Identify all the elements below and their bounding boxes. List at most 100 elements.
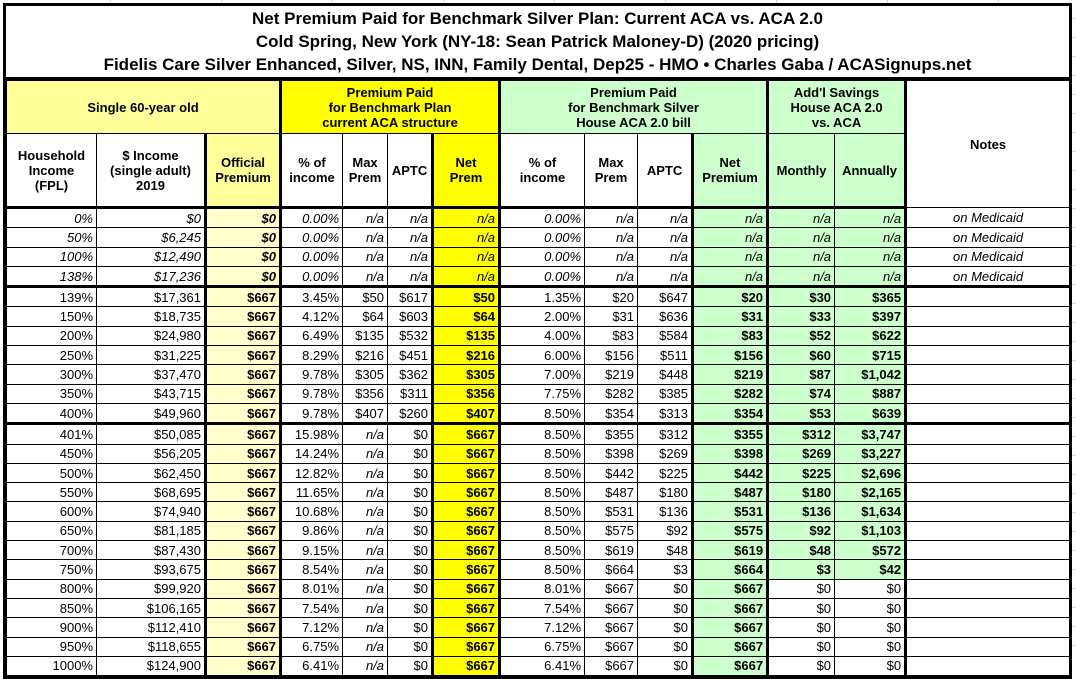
table-row: 100% $12,490 $0 0.00% n/a n/a n/a 0.00% n/a n/a n/…: [6, 246, 1071, 267]
cell-aca_max_prem: $135: [342, 325, 389, 347]
cell-savings_monthly: $0: [766, 597, 836, 619]
cell-aca2_aptc: $3: [637, 559, 694, 580]
cell-income_2019: $56,205: [96, 443, 206, 464]
spreadsheet-gridlines-right: [1070, 0, 1076, 646]
cell-aca2_max_prem: $20: [584, 286, 639, 308]
table-row: 850% $106,165 $667 7.54% n/a $0 $667 7.54% $667 $…: [6, 597, 1071, 619]
cell-notes: on Medicaid: [904, 265, 1071, 289]
cell-savings_monthly: $92: [766, 520, 836, 542]
cell-savings_annually: n/a: [834, 206, 907, 229]
cell-aca2_net_premium: n/a: [691, 227, 769, 248]
cell-aca2_net_premium: n/a: [691, 206, 769, 229]
cell-aca_pct_of_income: 10.68%: [279, 501, 344, 522]
cell-notes: [904, 443, 1071, 464]
cell-aca2_max_prem: $575: [584, 520, 639, 542]
cell-aca2_max_prem: $667: [584, 636, 639, 657]
cell-income_2019: $0: [96, 206, 206, 229]
cell-aca_pct_of_income: 8.29%: [279, 345, 344, 366]
cell-aca_aptc: $0: [387, 423, 434, 445]
cell-official_premium: $667: [203, 520, 282, 542]
cell-aca_aptc: n/a: [387, 246, 434, 267]
cell-income_2019: $93,675: [96, 559, 206, 580]
cell-savings_annually: $572: [834, 540, 907, 561]
cell-aca2_net_premium: $667: [691, 617, 769, 638]
cell-fpl: 500%: [6, 462, 97, 484]
cell-aca2_aptc: $448: [637, 364, 694, 385]
cell-aca_max_prem: $50: [342, 286, 389, 308]
cell-aca_pct_of_income: 11.65%: [279, 482, 344, 503]
cell-aca_net_prem: $667: [431, 482, 501, 503]
cell-aca2_pct_of_income: 8.50%: [498, 482, 586, 503]
cell-aca2_max_prem: $83: [584, 325, 639, 347]
cell-official_premium: $667: [203, 286, 282, 308]
cell-savings_monthly: $53: [766, 402, 836, 426]
table-row: 800% $99,920 $667 8.01% n/a $0 $667 8.01% $667 $0…: [6, 578, 1071, 599]
cell-notes: [904, 597, 1071, 619]
group-header-single-60-year-old: Single 60-year old: [5, 80, 282, 134]
cell-aca_max_prem: n/a: [342, 482, 389, 503]
cell-aca2_max_prem: n/a: [584, 246, 639, 267]
table-row: 950% $118,655 $667 6.75% n/a $0 $667 6.75% $667 $…: [6, 636, 1071, 657]
cell-aca2_aptc: $0: [637, 578, 694, 599]
col-header-aca-max-prem: Max Prem: [342, 133, 389, 209]
cell-savings_monthly: $33: [766, 306, 836, 327]
title-line-2: Cold Spring, New York (NY-18: Sean Patri…: [255, 32, 820, 51]
cell-aca2_pct_of_income: 7.12%: [498, 617, 586, 638]
cell-notes: [904, 520, 1071, 542]
cell-fpl: 0%: [6, 206, 97, 229]
cell-aca_aptc: $0: [387, 617, 434, 638]
cell-aca_net_prem: $667: [431, 462, 501, 484]
cell-aca2_net_premium: $442: [691, 462, 769, 484]
cell-aca_net_prem: n/a: [431, 206, 501, 229]
cell-aca_max_prem: $216: [342, 345, 389, 366]
table-row: 401% $50,085 $667 15.98% n/a $0 $667 8.50% $355 $…: [6, 423, 1071, 445]
cell-aca_pct_of_income: 4.12%: [279, 306, 344, 327]
cell-aca2_pct_of_income: 6.41%: [498, 655, 586, 677]
cell-savings_monthly: $0: [766, 617, 836, 638]
cell-savings_monthly: $136: [766, 501, 836, 522]
cell-aca_aptc: $0: [387, 597, 434, 619]
cell-savings_annually: n/a: [834, 265, 907, 289]
cell-aca2_net_premium: $667: [691, 597, 769, 619]
cell-savings_annually: $0: [834, 655, 907, 677]
cell-aca_net_prem: $667: [431, 655, 501, 677]
cell-official_premium: $667: [203, 364, 282, 385]
cell-notes: on Medicaid: [904, 206, 1071, 229]
cell-notes: [904, 578, 1071, 599]
cell-savings_annually: $2,165: [834, 482, 907, 503]
cell-income_2019: $31,225: [96, 345, 206, 366]
cell-aca_max_prem: $407: [342, 402, 389, 426]
table-row: 500% $62,450 $667 12.82% n/a $0 $667 8.50% $442 $…: [6, 462, 1071, 484]
cell-aca_aptc: n/a: [387, 206, 434, 229]
cell-income_2019: $24,980: [96, 325, 206, 347]
cell-aca2_pct_of_income: 4.00%: [498, 325, 586, 347]
cell-aca2_aptc: $48: [637, 540, 694, 561]
cell-fpl: 401%: [6, 423, 97, 445]
cell-aca2_pct_of_income: 0.00%: [498, 206, 586, 229]
cell-aca_max_prem: n/a: [342, 636, 389, 657]
cell-aca2_max_prem: $282: [584, 383, 639, 404]
cell-aca2_pct_of_income: 6.75%: [498, 636, 586, 657]
cell-aca2_max_prem: $31: [584, 306, 639, 327]
cell-aca2_pct_of_income: 7.75%: [498, 383, 586, 404]
cell-aca_max_prem: $356: [342, 383, 389, 404]
cell-income_2019: $49,960: [96, 402, 206, 426]
cell-savings_annually: n/a: [834, 246, 907, 267]
cell-official_premium: $0: [203, 246, 282, 267]
cell-savings_monthly: $74: [766, 383, 836, 404]
cell-aca_net_prem: $667: [431, 423, 501, 445]
cell-savings_annually: $42: [834, 559, 907, 580]
cell-aca2_net_premium: $398: [691, 443, 769, 464]
cell-official_premium: $667: [203, 482, 282, 503]
table-row: 200% $24,980 $667 6.49% $135 $532 $135 4.00% $83…: [6, 325, 1071, 347]
cell-notes: [904, 423, 1071, 445]
cell-aca2_net_premium: $487: [691, 482, 769, 503]
cell-savings_monthly: $3: [766, 559, 836, 580]
cell-fpl: 950%: [6, 636, 97, 657]
cell-notes: [904, 636, 1071, 657]
cell-aca2_net_premium: $156: [691, 345, 769, 366]
cell-aca2_aptc: $0: [637, 655, 694, 677]
cell-aca_max_prem: n/a: [342, 501, 389, 522]
col-header-income: $ Income (single adult) 2019: [96, 133, 206, 209]
cell-income_2019: $124,900: [96, 655, 206, 677]
